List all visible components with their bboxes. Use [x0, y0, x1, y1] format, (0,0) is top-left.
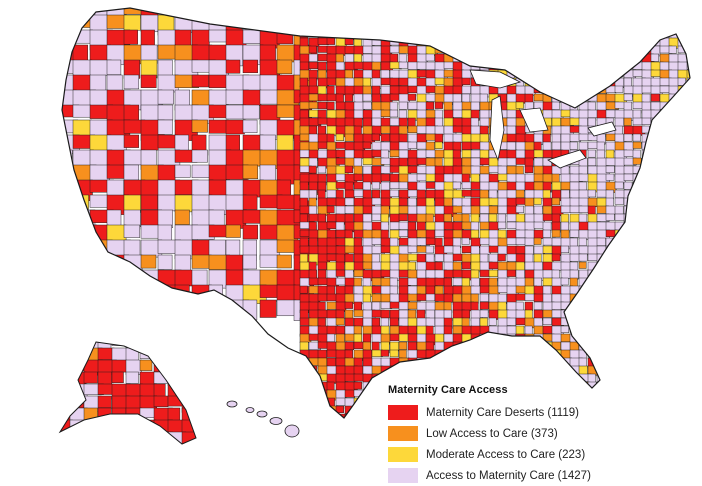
hawaii-islands — [226, 400, 300, 438]
legend-label-access: Access to Maternity Care (1427) — [426, 469, 591, 482]
legend-swatch-deserts — [388, 405, 418, 420]
legend: Maternity Care Access Maternity Care Des… — [388, 384, 688, 486]
legend-item-low: Low Access to Care (373) — [388, 423, 688, 444]
legend-swatch-low — [388, 426, 418, 441]
legend-swatch-moderate — [388, 447, 418, 462]
legend-item-deserts: Maternity Care Deserts (1119) — [388, 402, 688, 423]
legend-swatch-access — [388, 468, 418, 483]
great-lakes — [469, 69, 617, 169]
map-container: Maternity Care Access Maternity Care Des… — [58, 7, 691, 483]
legend-item-moderate: Moderate Access to Care (223) — [388, 444, 688, 465]
contiguous-us-outline — [61, 7, 691, 419]
region-outlines — [58, 7, 691, 445]
alaska-outline — [58, 341, 197, 445]
county-choropleth-map — [58, 7, 691, 445]
legend-label-low: Low Access to Care (373) — [426, 427, 558, 440]
legend-label-deserts: Maternity Care Deserts (1119) — [426, 406, 579, 419]
legend-label-moderate: Moderate Access to Care (223) — [426, 448, 586, 461]
legend-item-access: Access to Maternity Care (1427) — [388, 465, 688, 486]
legend-title: Maternity Care Access — [388, 384, 508, 396]
